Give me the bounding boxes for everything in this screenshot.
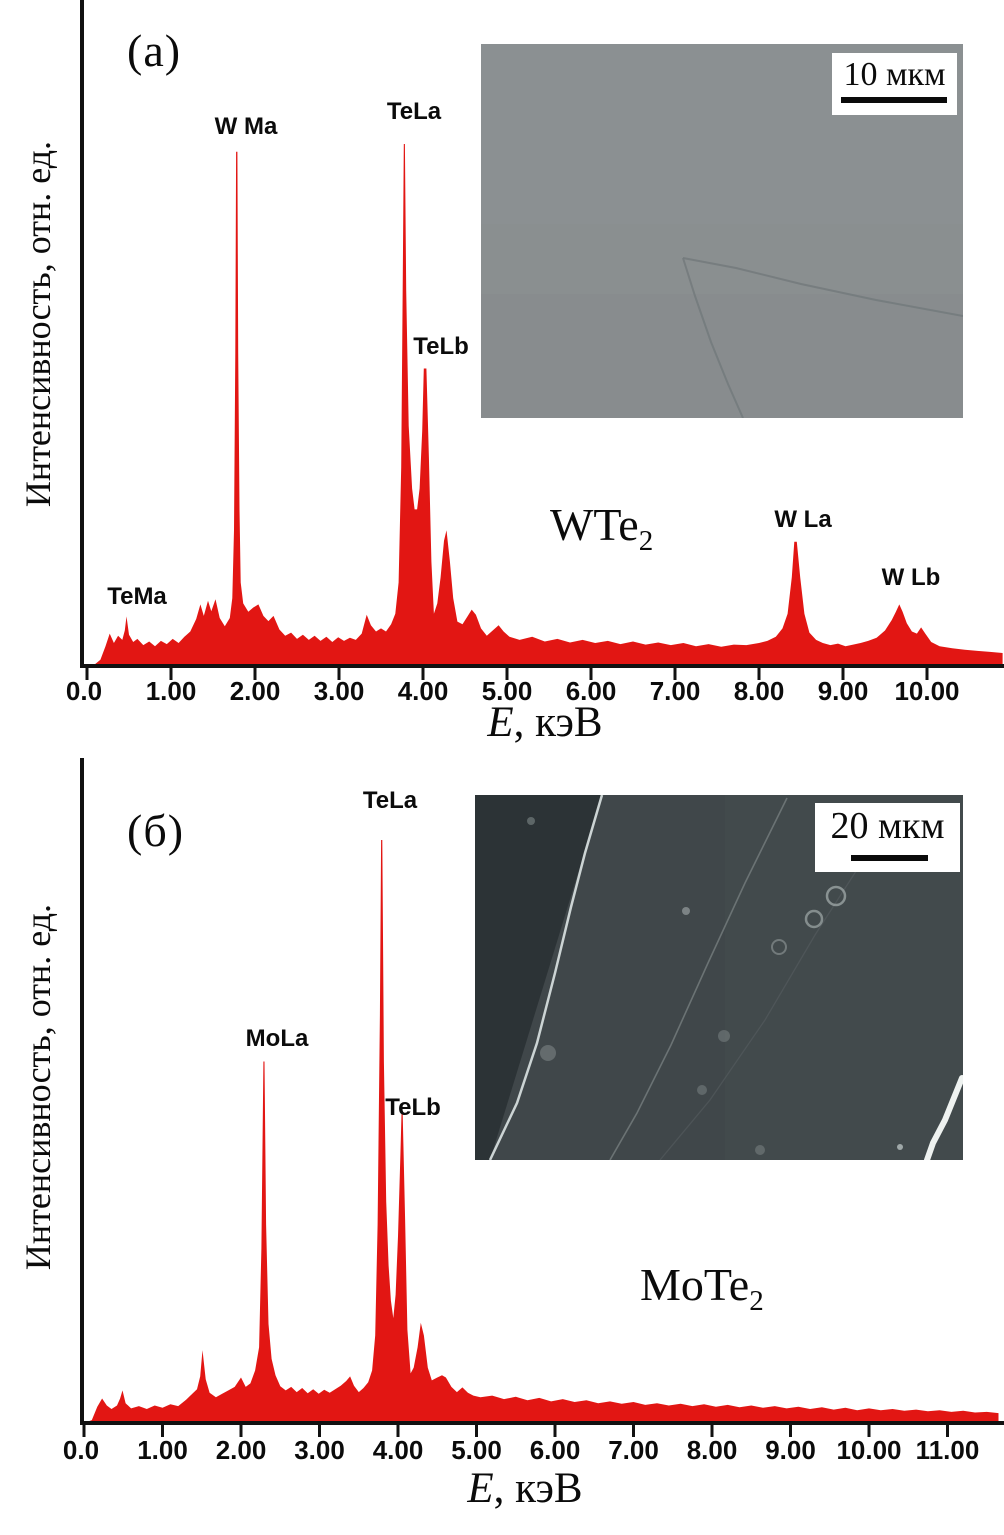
x-tick-label: 1.00 bbox=[146, 676, 197, 706]
x-tick-label: 6.00 bbox=[530, 1435, 581, 1465]
panel-b-compound-label: MoTe2 bbox=[640, 1259, 764, 1318]
dark-flake-region bbox=[475, 795, 602, 1160]
panel-b-x-axis-label: E, кэВ bbox=[375, 1464, 675, 1513]
x-tick-label: 6.00 bbox=[566, 676, 617, 706]
x-tick-label: 2.00 bbox=[216, 1435, 267, 1465]
x-tick bbox=[421, 668, 425, 680]
panel-a-compound-label: WTe2 bbox=[550, 499, 654, 558]
scale-bar-b bbox=[851, 855, 928, 861]
x-tick bbox=[589, 668, 593, 680]
x-tick-label: 8.00 bbox=[687, 1435, 738, 1465]
scale-bar-box-b: 20 мкм bbox=[815, 803, 960, 872]
x-tick-label: 8.00 bbox=[734, 676, 785, 706]
x-tick-label: 9.00 bbox=[765, 1435, 816, 1465]
x-tick-label: 7.00 bbox=[608, 1435, 659, 1465]
x-label-variable: E bbox=[467, 1465, 494, 1512]
scale-bar-label-b: 20 мкм bbox=[830, 805, 945, 847]
x-tick-label: 5.00 bbox=[451, 1435, 502, 1465]
peak-label-mola: MoLa bbox=[245, 1025, 309, 1052]
peak-label-tela: TeLa bbox=[362, 787, 418, 814]
x-tick bbox=[253, 668, 257, 680]
x-tick-label: 0.0 bbox=[66, 676, 102, 706]
axes-panel-b bbox=[80, 758, 1004, 1425]
peak-label-w-lb: W Lb bbox=[881, 564, 941, 591]
x-tick-label: 10.00 bbox=[836, 1435, 901, 1465]
crack-line-right bbox=[682, 257, 964, 317]
x-tick-label: 0.0 bbox=[63, 1435, 99, 1465]
x-tick-label: 4.00 bbox=[373, 1435, 424, 1465]
peak-label-telb: TeLb bbox=[385, 1094, 441, 1121]
peak-label-tela: TeLa bbox=[386, 98, 442, 125]
sem-inset-mote2-features bbox=[475, 794, 965, 1163]
x-tick-label: 9.00 bbox=[818, 676, 869, 706]
peak-label-w-la: W La bbox=[774, 506, 832, 533]
x-tick bbox=[82, 1425, 86, 1437]
x-tick bbox=[169, 668, 173, 680]
axes-panel-a bbox=[80, 0, 1004, 668]
x-label-variable: E bbox=[487, 699, 514, 746]
x-tick-label: 11.00 bbox=[916, 1435, 980, 1465]
panel-b-y-axis-label: Интенсивность, отн. ед. bbox=[18, 903, 58, 1271]
x-label-unit: , кэВ bbox=[513, 699, 603, 746]
x-tick bbox=[553, 1425, 557, 1437]
x-tick-label: 1.00 bbox=[137, 1435, 188, 1465]
x-tick-label: 10.00 bbox=[894, 676, 959, 706]
x-tick-label: 2.00 bbox=[230, 676, 281, 706]
scale-bar-label-a: 10 мкм bbox=[843, 56, 946, 93]
x-tick bbox=[337, 668, 341, 680]
crack-line-down bbox=[682, 257, 744, 419]
scale-bar-a bbox=[841, 97, 947, 103]
x-tick-label: 3.00 bbox=[314, 676, 365, 706]
x-ticks-panel-b: 0.0 1.00 2.00 3.00 4.00 5.00 6.00 7.00 8.00 9.00 1… bbox=[63, 1425, 979, 1465]
faint-line bbox=[659, 864, 861, 1161]
panel-a-y-axis-label: Интенсивность, отн. ед. bbox=[18, 140, 58, 508]
panel-a-x-axis-label: E, кэВ bbox=[395, 698, 695, 747]
x-tick-label: 5.00 bbox=[482, 676, 533, 706]
x-tick bbox=[475, 1425, 478, 1437]
x-tick bbox=[632, 1425, 635, 1437]
x-tick bbox=[925, 668, 929, 680]
x-tick-label: 4.00 bbox=[398, 676, 449, 706]
peak-label-tema: TeMa bbox=[107, 583, 167, 610]
sem-inset-wte2: 10 мкм bbox=[481, 44, 964, 419]
sem-inset-mote2: 20 мкм bbox=[475, 794, 965, 1163]
thin-bright-line bbox=[609, 797, 788, 1161]
x-ticks-panel-a: 0.0 1.00 2.00 3.00 4.00 5.00 6.00 7.00 8.00 9.00 1… bbox=[66, 668, 960, 706]
bright-flake-edge bbox=[488, 794, 604, 1161]
x-tick bbox=[841, 668, 845, 680]
x-tick-label: 3.00 bbox=[294, 1435, 345, 1465]
x-tick bbox=[85, 668, 89, 680]
scale-bar-box-a: 10 мкм bbox=[832, 53, 957, 115]
x-tick bbox=[867, 1425, 871, 1437]
x-label-unit: , кэВ bbox=[493, 1465, 583, 1512]
x-tick bbox=[946, 1425, 949, 1437]
x-tick bbox=[318, 1425, 321, 1437]
x-tick bbox=[396, 1425, 400, 1437]
x-tick bbox=[789, 1425, 792, 1437]
panel-a-letter: (а) bbox=[127, 25, 182, 76]
peak-label-w-ma: W Ma bbox=[214, 113, 278, 140]
panel-b-letter: (б) bbox=[127, 805, 185, 856]
peak-label-telb: TeLb bbox=[413, 333, 469, 360]
x-tick bbox=[757, 668, 761, 680]
x-tick bbox=[239, 1425, 243, 1437]
bright-streak bbox=[924, 1075, 965, 1163]
x-tick bbox=[710, 1425, 714, 1437]
x-tick bbox=[673, 668, 677, 680]
x-tick bbox=[505, 668, 509, 680]
x-tick bbox=[161, 1425, 164, 1437]
x-tick-label: 7.00 bbox=[650, 676, 701, 706]
